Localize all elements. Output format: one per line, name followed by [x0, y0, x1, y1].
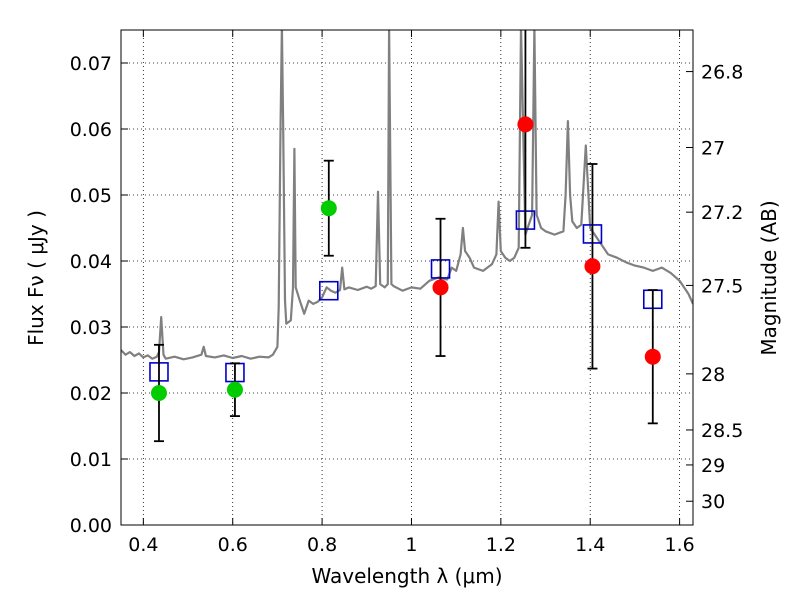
x-tick-label: 1 [405, 534, 417, 556]
plot-frame [120, 29, 694, 526]
spectrum-line [121, 30, 693, 361]
axis-ticks: 0.4 0.6 0.8 1 1.2 1.4 1.6 0.00 0.01 0.02 0.03 0.04 0… [70, 30, 743, 556]
right-tick-label: 26.8 [701, 62, 743, 84]
x-tick-label: 1.2 [486, 534, 516, 556]
x-tick-label: 1.6 [664, 534, 694, 556]
y-axis-label: Flux Fν ( μJy ) [24, 210, 48, 346]
model-photometry-square [318, 280, 339, 301]
right-tick-label: 27.5 [701, 275, 743, 297]
right-tick-label: 28.5 [701, 420, 743, 442]
right-tick-label: 27.2 [701, 202, 743, 224]
x-tick-label: 0.8 [307, 534, 337, 556]
right-tick-label: 28 [701, 364, 725, 386]
y-tick-label: 0.06 [70, 119, 112, 141]
y-tick-label: 0.01 [70, 449, 112, 471]
observed-point [226, 381, 243, 398]
observed-point [584, 258, 601, 275]
y-tick-label: 0.00 [70, 515, 112, 537]
y-tick-label: 0.07 [70, 53, 112, 75]
x-tick-label: 0.4 [128, 534, 158, 556]
right-tick-label: 30 [701, 491, 725, 513]
right-tick-label: 29 [701, 455, 725, 477]
data-markers [149, 30, 663, 443]
observed-point [320, 200, 337, 217]
y-tick-label: 0.05 [70, 185, 112, 207]
y-axis-right-label: Magnitude (AB) [757, 200, 781, 355]
observed-point [517, 116, 534, 133]
plot-area [121, 30, 693, 361]
x-tick-label: 0.6 [218, 534, 248, 556]
observed-point [644, 348, 661, 365]
x-tick-label: 1.4 [575, 534, 605, 556]
y-tick-label: 0.03 [70, 317, 112, 339]
grid-lines [121, 30, 693, 526]
right-tick-label: 27 [701, 137, 725, 159]
observed-point [432, 279, 449, 296]
y-tick-label: 0.04 [70, 251, 112, 273]
observed-point [150, 385, 167, 401]
x-axis-label: Wavelength λ (μm) [311, 564, 502, 588]
y-tick-label: 0.02 [70, 383, 112, 405]
